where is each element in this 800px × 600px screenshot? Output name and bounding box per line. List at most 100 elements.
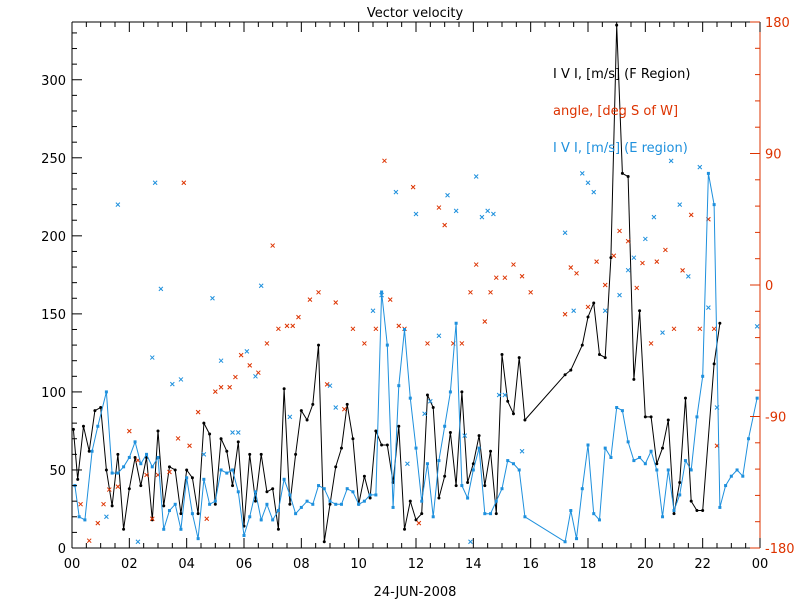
data-point <box>126 428 132 434</box>
data-point <box>253 373 258 379</box>
data-point <box>586 443 590 447</box>
data-point <box>574 270 579 276</box>
data-point <box>115 202 121 207</box>
data-point <box>597 352 601 356</box>
data-point <box>697 164 703 170</box>
data-point <box>179 527 183 531</box>
data-point <box>276 509 280 513</box>
data-point <box>678 493 682 497</box>
data-point <box>585 304 591 310</box>
data-point <box>634 285 640 291</box>
data-point <box>620 409 624 413</box>
data-point <box>632 459 636 463</box>
data-point <box>202 477 206 481</box>
data-point <box>357 502 361 506</box>
data-point <box>213 502 217 506</box>
data-point <box>230 430 235 435</box>
data-point <box>445 192 450 198</box>
data-point <box>603 356 607 360</box>
data-point <box>597 518 601 522</box>
series-line <box>72 25 721 542</box>
data-point <box>276 527 280 531</box>
data-point <box>747 437 751 441</box>
data-point <box>282 477 286 481</box>
data-point <box>405 461 410 467</box>
data-point <box>248 452 252 456</box>
data-point <box>288 502 292 506</box>
data-point <box>265 490 269 494</box>
data-point <box>672 509 676 513</box>
x-tick-label: 14 <box>465 557 482 572</box>
data-point <box>167 509 171 513</box>
x-tick-label: 08 <box>293 557 310 572</box>
data-point <box>210 295 215 301</box>
data-point <box>316 289 321 295</box>
data-point <box>299 505 303 509</box>
data-point <box>368 493 372 497</box>
data-point <box>697 326 703 332</box>
data-point <box>201 451 207 457</box>
x-tick-label: 20 <box>637 557 654 572</box>
data-point <box>127 455 131 459</box>
data-point <box>642 236 648 242</box>
x-tick-label: 18 <box>580 557 597 572</box>
data-point <box>238 352 244 358</box>
data-point <box>655 468 659 472</box>
data-point <box>562 230 568 236</box>
data-point <box>519 273 525 279</box>
data-point <box>511 412 515 416</box>
left-y-tick-label: 50 <box>49 464 66 479</box>
data-point <box>460 390 464 394</box>
data-point <box>296 314 301 320</box>
data-point <box>104 468 108 472</box>
data-point <box>71 427 75 431</box>
data-point <box>683 459 687 463</box>
data-point <box>122 465 126 469</box>
data-point <box>106 487 112 492</box>
data-point <box>333 300 339 305</box>
data-point <box>317 484 321 488</box>
data-point <box>259 452 263 456</box>
data-point <box>651 214 657 220</box>
data-point <box>611 253 617 259</box>
data-point <box>333 405 339 410</box>
right-y-tick-label: -90 <box>765 411 786 426</box>
series-3 <box>104 158 760 545</box>
x-tick-label: 00 <box>64 557 81 572</box>
data-point <box>729 474 733 478</box>
data-point <box>466 496 470 500</box>
data-point <box>322 540 326 544</box>
data-point <box>477 446 481 450</box>
data-point <box>78 501 83 507</box>
right-y-tick-label: -180 <box>765 542 795 557</box>
data-point <box>442 222 448 228</box>
data-point <box>603 446 607 450</box>
data-point <box>362 341 367 346</box>
legend-entry-2: I V I, [m/s] (E region) <box>553 141 688 156</box>
data-point <box>271 487 275 491</box>
data-point <box>179 512 183 516</box>
data-point <box>397 384 401 388</box>
data-point <box>661 515 665 519</box>
data-point <box>460 484 464 488</box>
data-point <box>167 465 171 469</box>
data-point <box>494 499 498 503</box>
data-point <box>116 471 120 475</box>
data-point <box>374 429 378 433</box>
legend-entry-1: angle, [deg S of W] <box>553 104 678 119</box>
data-point <box>586 315 590 319</box>
data-point <box>181 180 187 186</box>
data-point <box>393 189 399 195</box>
data-point <box>454 484 458 488</box>
data-point <box>385 343 389 347</box>
data-point <box>620 171 624 175</box>
data-point <box>149 355 155 360</box>
data-point <box>631 255 637 261</box>
data-point <box>104 514 109 520</box>
data-point <box>258 283 264 289</box>
data-point <box>175 436 181 441</box>
data-point <box>362 499 366 503</box>
data-point <box>425 393 429 397</box>
data-point <box>609 256 613 260</box>
data-point <box>666 418 670 422</box>
